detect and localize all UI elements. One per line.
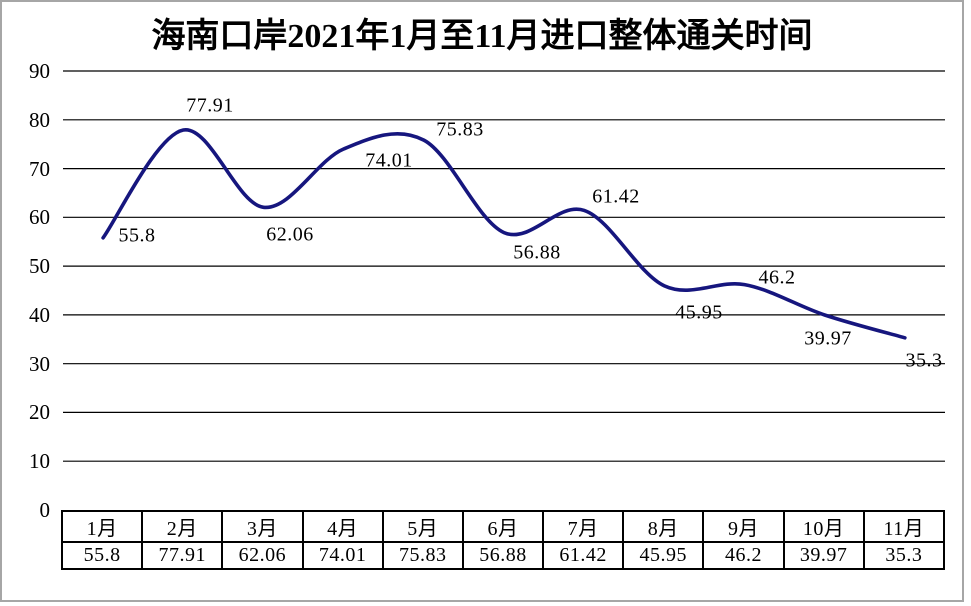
table-value-cell: 75.83: [381, 541, 464, 570]
table-month-header-cell: 3月: [221, 510, 304, 543]
table-month-header-cell: 2月: [141, 510, 224, 543]
data-table: 1月 2月 3月 4月 5月 6月 7月 8月 9月 10月 11月 55.8 77.91 62.06 7…: [60, 510, 946, 570]
y-axis-tick-label: 60: [29, 205, 50, 229]
table-month-header-cell: 6月: [461, 510, 545, 543]
data-table-body: 1月 2月 3月 4月 5月 6月 7月 8月 9月 10月 11月 55.8 77.91 62.06 7…: [60, 510, 946, 570]
y-axis-tick-label: 40: [29, 303, 50, 327]
y-axis-tick-label: 30: [29, 352, 50, 376]
y-axis-tick-label: 50: [29, 254, 50, 278]
table-header-row: 1月 2月 3月 4月 5月 6月 7月 8月 9月 10月 11月: [60, 510, 946, 543]
chart-title: 海南口岸2021年1月至11月进口整体通关时间: [151, 18, 813, 55]
table-month-header-cell: 9月: [702, 510, 785, 543]
table-value-cell: 39.97: [782, 541, 865, 570]
data-label: 77.91: [186, 94, 234, 117]
table-month-header-cell: 4月: [301, 510, 384, 543]
table-value-cell: 77.91: [141, 541, 224, 570]
data-label: 75.83: [436, 118, 484, 141]
data-label: 56.88: [513, 241, 561, 264]
table-month-header-cell: 5月: [381, 510, 464, 543]
table-value-cell: 46.2: [702, 541, 785, 570]
table-value-cell: 35.3: [862, 541, 946, 570]
y-axis-tick-label: 70: [29, 157, 50, 181]
data-label: 55.8: [118, 224, 156, 247]
table-value-cell: 45.95: [622, 541, 705, 570]
table-value-cell: 61.42: [542, 541, 625, 570]
table-month-header-cell: 10月: [782, 510, 865, 543]
y-axis-tick-label: 80: [29, 108, 50, 132]
data-label: 62.06: [266, 223, 314, 246]
data-label: 35.3: [905, 349, 943, 372]
table-value-cell: 55.8: [60, 541, 144, 570]
y-axis-tick-label: 0: [39, 498, 51, 522]
y-axis-tick-label: 90: [29, 59, 50, 83]
table-value-cell: 62.06: [221, 541, 304, 570]
table-month-header-cell: 8月: [622, 510, 705, 543]
data-label: 74.01: [365, 149, 413, 172]
y-axis-tick-label: 20: [29, 400, 50, 424]
data-label: 39.97: [804, 327, 852, 350]
table-value-cell: 74.01: [301, 541, 384, 570]
data-label: 46.2: [758, 266, 796, 289]
table-value-cell: 56.88: [461, 541, 545, 570]
data-label: 45.95: [675, 301, 723, 324]
table-month-header-cell: 1月: [60, 510, 144, 543]
y-axis-tick-label: 10: [29, 449, 50, 473]
table-month-header-cell: 11月: [862, 510, 946, 543]
data-label: 61.42: [592, 185, 640, 208]
series-line: [101, 128, 907, 340]
table-value-row: 55.8 77.91 62.06 74.01 75.83 56.88 61.42 45.95 4…: [60, 541, 946, 570]
table-month-header-cell: 7月: [542, 510, 625, 543]
